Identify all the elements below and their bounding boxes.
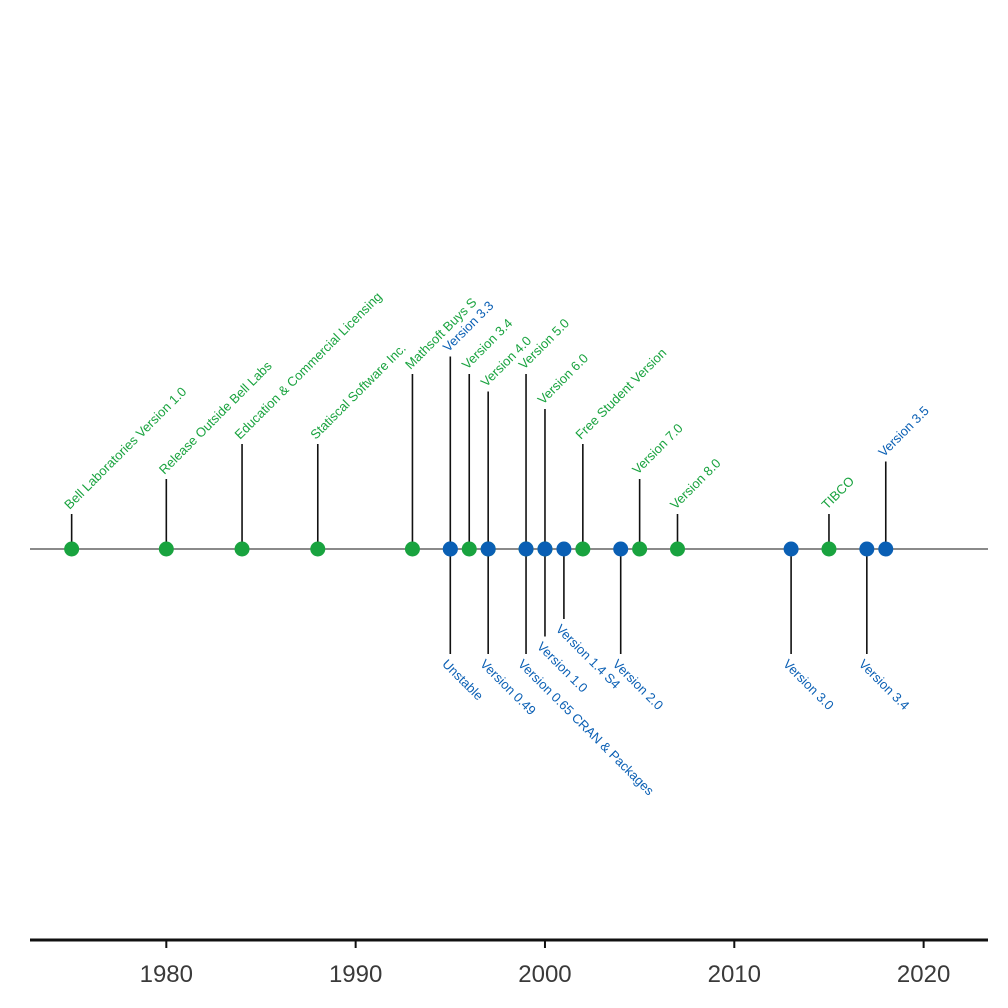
x-axis-ticks: 1980 1990 2000 2010 2020 — [140, 940, 950, 988]
x-tick-label-2000: 2000 — [518, 961, 571, 988]
event-label-bell-laboratories-version-1-0-1975: Bell Laboratories Version 1.0 — [61, 384, 189, 512]
marker-version-2-0-2004 — [613, 541, 629, 557]
markers-layer — [64, 541, 894, 557]
event-label-version-7-0-2005: Version 7.0 — [629, 421, 686, 478]
marker-statiscal-software-inc-1988 — [310, 541, 326, 557]
marker-release-outside-bell-labs-1980 — [158, 541, 174, 557]
marker-version-1-4-s4-2001 — [556, 541, 572, 557]
marker-version-0-65-cran-packages-1999 — [518, 541, 534, 557]
marker-unstable-1995 — [442, 541, 458, 557]
marker-version-7-0-2005 — [632, 541, 648, 557]
marker-version-3-0-2013 — [783, 541, 799, 557]
event-label-unstable-1995: Unstable — [439, 656, 486, 703]
marker-mathsoft-buys-s-1993 — [404, 541, 420, 557]
event-label-tibco-2015: TIBCO — [818, 473, 857, 512]
event-label-version-6-0-2000: Version 6.0 — [534, 351, 591, 408]
marker-version-3-4-1996 — [461, 541, 477, 557]
marker-version-0-49-1997 — [480, 541, 496, 557]
x-tick-label-2010: 2010 — [708, 961, 761, 988]
stems-layer — [70, 356, 887, 654]
marker-tibco-2015 — [821, 541, 837, 557]
x-tick-label-2020: 2020 — [897, 961, 950, 988]
marker-education-commercial-licensing-1984 — [234, 541, 250, 557]
marker-version-1-0-2000 — [537, 541, 553, 557]
marker-bell-laboratories-version-1-0-1975 — [64, 541, 80, 557]
event-label-version-3-4-2017: Version 3.4 — [856, 656, 913, 713]
x-tick-label-1990: 1990 — [329, 961, 382, 988]
event-label-education-commercial-licensing-1984: Education & Commercial Licensing — [232, 289, 385, 442]
event-label-version-3-0-2013: Version 3.0 — [780, 656, 837, 713]
event-label-version-3-5-2018: Version 3.5 — [875, 403, 932, 460]
marker-free-student-version-2002 — [575, 541, 591, 557]
marker-version-3-4-2017 — [859, 541, 875, 557]
x-tick-label-1980: 1980 — [140, 961, 193, 988]
event-label-version-8-0-2007: Version 8.0 — [667, 456, 724, 513]
marker-version-8-0-2007 — [670, 541, 686, 557]
marker-version-3-5-2018 — [878, 541, 894, 557]
